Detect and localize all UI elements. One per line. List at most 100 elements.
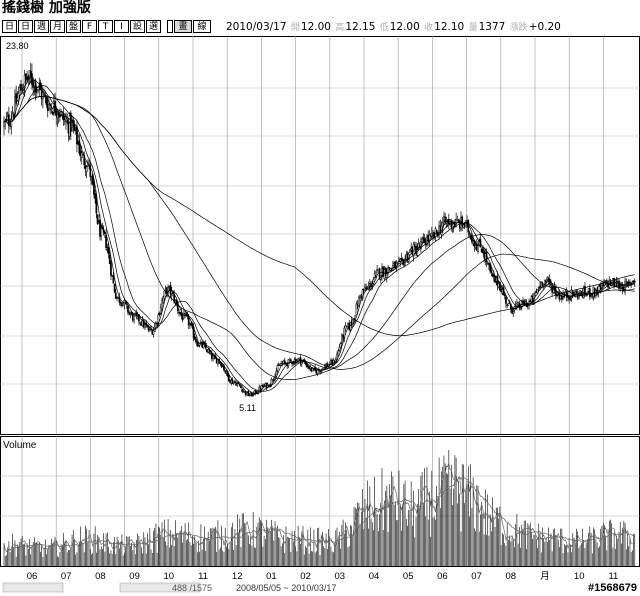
ma-line-60 [3,95,635,380]
candle [65,112,67,130]
toolbar-button-6[interactable]: T [98,20,113,33]
candle-body [492,274,495,277]
candle-body [461,216,464,226]
candle-body [14,96,16,117]
candle-body [193,336,196,340]
x-tick-label: 04 [369,571,380,582]
candle-body [375,271,377,276]
candle [536,289,539,294]
candle [159,303,162,315]
toolbar-button-12[interactable]: 線 [193,20,211,33]
candle-body [423,238,426,244]
x-tick-label: 10 [574,571,585,582]
candle-body [65,120,67,123]
title-bar: 搖錢樹 加強版 [0,0,640,18]
candle [311,367,314,372]
toolbar-button-7[interactable]: I [114,20,129,33]
x-tick-label: 03 [335,571,346,582]
candle-body [128,312,131,314]
candle [195,336,197,344]
candle [96,214,99,225]
x-tick-label: 01 [266,571,277,582]
candle-body [119,302,122,304]
candle-body [471,237,473,242]
candle-body [176,305,179,311]
candle-body [93,181,95,195]
candle-body [396,262,399,264]
candle [338,343,341,353]
candle [25,73,27,84]
candle-body [158,313,161,315]
candle-body [127,305,129,313]
toolbar-button-9[interactable]: 選 [146,20,161,33]
candle [556,292,558,299]
candle-body [110,262,112,276]
candle-body [556,295,558,297]
candle-body [59,115,61,118]
candle-body [477,244,479,252]
toolbar-button-3[interactable]: 月 [50,20,65,33]
candle-body [209,351,212,354]
candle [93,178,95,198]
candle-body [96,214,99,225]
toolbar-button-5[interactable]: F [82,20,97,33]
quote-change: +0.20 [528,21,561,33]
candle-body [338,346,341,351]
candle [537,286,540,292]
toolbar-button-1[interactable]: 日 [18,20,33,33]
candle-body [550,283,552,286]
candle [55,105,58,126]
candle-body [162,296,165,303]
candle [534,290,536,296]
candle [219,361,222,366]
ma-line-240 [3,95,635,337]
candle [489,263,492,274]
candle [365,283,368,290]
toolbar-button-10[interactable] [167,20,173,33]
candle [375,270,377,278]
price-panel-border [0,36,640,435]
candle-body [548,279,551,284]
candle-body [20,83,22,91]
ma-line-5 [8,76,635,395]
candle [118,292,121,306]
candle [161,297,163,312]
toolbar-button-8[interactable]: 設 [130,20,145,33]
candle [435,229,438,236]
toolbar-button-2[interactable]: 週 [34,20,49,33]
candle-body [37,89,39,91]
candle-body [292,362,295,365]
candle [387,265,389,276]
toolbar-button-11[interactable]: 畫 [174,20,192,33]
candle-body [543,279,546,287]
candle [139,321,141,327]
candle-body [468,232,471,234]
candle-body [48,103,50,109]
candle-body [108,254,111,265]
candle [505,295,507,309]
quote-open-label: 開 [290,23,300,33]
candle-body [409,249,411,253]
candle [543,279,546,288]
candle [183,309,185,319]
candle-body [196,341,199,346]
candle-body [190,323,193,326]
stock-id: #1568679 [588,582,637,594]
candle-body [597,286,600,294]
candle-body [534,292,536,296]
candle [385,268,388,283]
candle-body [385,273,388,278]
candle-body [95,198,98,214]
candle-body [384,267,387,276]
candle [507,302,510,306]
x-tick-label: 月 [540,571,550,582]
candle [63,115,66,126]
toolbar-button-4[interactable]: 盤 [66,20,81,33]
candle-body [220,363,223,368]
toolbar-button-0[interactable]: 日 [2,20,17,33]
candle-body [450,220,453,228]
candle [450,218,453,232]
candle-body [62,112,65,121]
